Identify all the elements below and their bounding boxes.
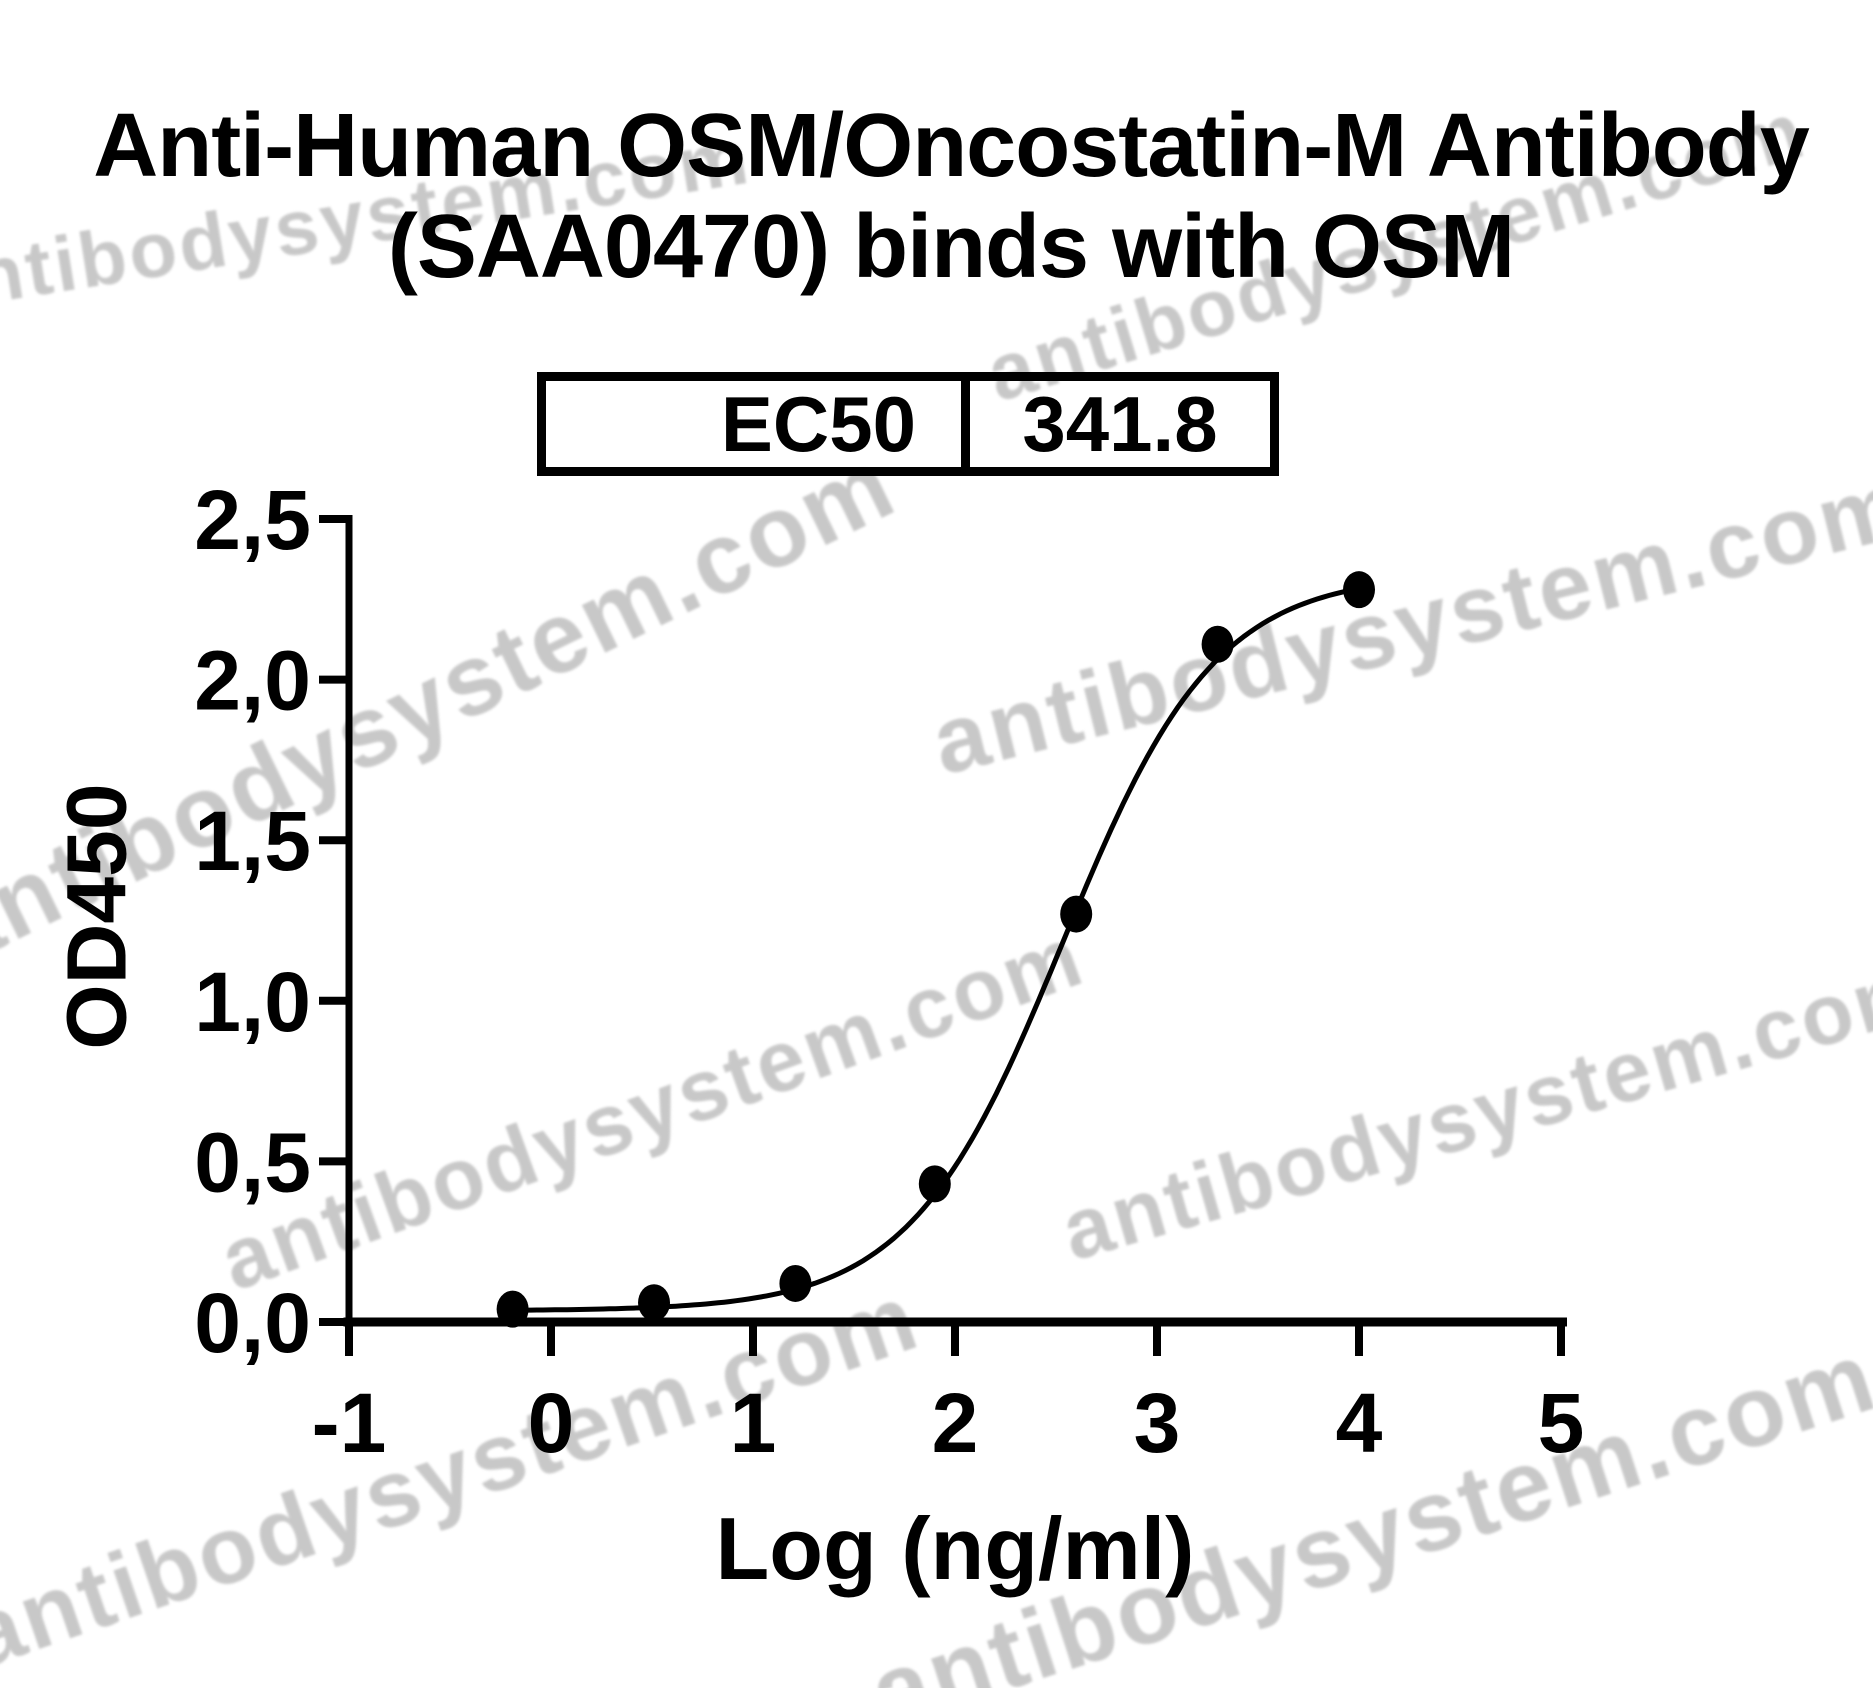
data-point bbox=[779, 1264, 812, 1302]
chart-title-line1: Anti-Human OSM/Oncostatin-M Antibody bbox=[93, 96, 1810, 196]
y-tick-label: 1,5 bbox=[194, 794, 311, 888]
x-tick-label: 4 bbox=[1336, 1376, 1383, 1470]
data-point bbox=[1060, 895, 1093, 933]
chart-title: Anti-Human OSM/Oncostatin-M Antibody (SA… bbox=[0, 96, 1873, 298]
y-axis-title: OD450 bbox=[49, 783, 144, 1050]
y-tick-label: 2,0 bbox=[194, 634, 311, 728]
x-tick-label: 5 bbox=[1538, 1376, 1585, 1470]
data-point bbox=[1343, 571, 1375, 609]
x-tick-label: 3 bbox=[1134, 1376, 1181, 1470]
y-tick-label: 0,0 bbox=[194, 1276, 311, 1370]
chart-title-line2: (SAA0470) binds with OSM bbox=[387, 197, 1515, 297]
x-tick-label: 2 bbox=[932, 1376, 979, 1470]
ec50-label-cell: EC50 bbox=[546, 380, 970, 468]
x-tick-label: 1 bbox=[730, 1376, 777, 1470]
x-axis-title: Log (ng/ml) bbox=[715, 1499, 1195, 1598]
y-tick-label: 1,0 bbox=[194, 955, 311, 1049]
y-tick-label: 2,5 bbox=[194, 473, 311, 567]
data-point bbox=[496, 1290, 529, 1328]
x-tick-label: -1 bbox=[312, 1376, 387, 1470]
data-point bbox=[1201, 625, 1234, 663]
ec50-value-cell: 341.8 bbox=[1022, 379, 1218, 468]
x-tick-label: 0 bbox=[528, 1376, 575, 1470]
data-point bbox=[918, 1165, 951, 1203]
data-point bbox=[638, 1284, 671, 1322]
ec50-table: EC50 341.8 bbox=[537, 372, 1279, 476]
y-tick-label: 0,5 bbox=[194, 1115, 311, 1209]
